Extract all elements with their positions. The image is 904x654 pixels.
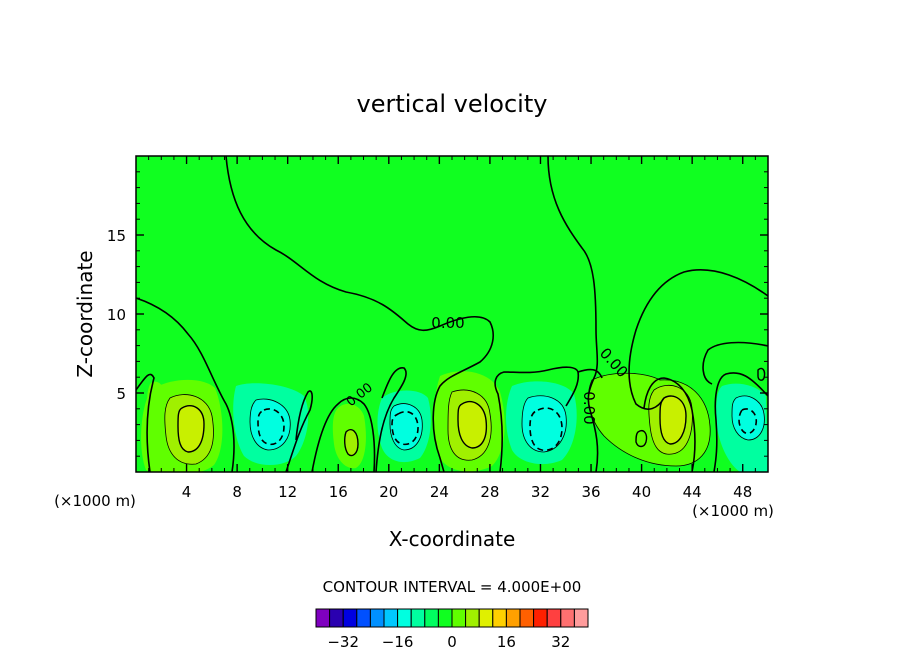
colorbar-swatch	[315, 608, 331, 628]
y-axis-ticks: 5 10 15	[107, 171, 768, 457]
chart-title: vertical velocity	[357, 90, 548, 118]
colorbar-swatch	[356, 608, 371, 628]
colorbar-swatch	[451, 608, 467, 628]
colorbar-tick-label: 32	[551, 633, 570, 651]
colorbar	[315, 608, 589, 628]
x-tick-label: 40	[632, 483, 651, 501]
colorbar-swatch	[478, 608, 494, 628]
colorbar-swatch	[546, 608, 562, 628]
colorbar-swatch	[573, 608, 589, 628]
colorbar-ticks: −32 −16 0 16 32	[327, 633, 570, 651]
x-axis-ticks: 4 8 12 16 20 24 28 32 36 40 44 48	[148, 156, 756, 501]
colorbar-tick-label: −32	[327, 633, 359, 651]
colorbar-swatch	[397, 608, 412, 628]
x-axis-label: X-coordinate	[389, 527, 516, 551]
y-tick-label: 5	[116, 385, 126, 403]
updraft-region	[344, 429, 358, 456]
colorbar-swatch	[342, 608, 358, 628]
y-axis-label: Z-coordinate	[73, 250, 97, 377]
y-tick-label: 15	[107, 227, 126, 245]
x-tick-label: 32	[531, 483, 550, 501]
colorbar-swatch	[533, 608, 548, 628]
x-unit-right: (×1000 m)	[692, 502, 774, 520]
colorbar-swatch	[369, 608, 385, 628]
colorbar-swatch	[437, 608, 453, 628]
colorbar-swatch	[329, 608, 344, 628]
x-unit-left: (×1000 m)	[54, 492, 136, 510]
weak-contours	[164, 372, 765, 467]
colorbar-swatch	[505, 608, 521, 628]
x-tick-label: 36	[581, 483, 600, 501]
updraft-core	[660, 396, 686, 444]
x-tick-label: 4	[182, 483, 192, 501]
negative-contours	[257, 407, 758, 452]
downdraft-region	[732, 395, 765, 440]
colorbar-swatch	[492, 608, 507, 628]
x-tick-label: 28	[480, 483, 499, 501]
x-tick-label: 20	[379, 483, 398, 501]
updraft-core	[178, 405, 204, 452]
x-tick-label: 44	[683, 483, 702, 501]
x-tick-label: 24	[430, 483, 449, 501]
colorbar-tick-label: 16	[497, 633, 516, 651]
colorbar-swatch	[410, 608, 426, 628]
colorbar-swatch	[383, 608, 399, 628]
contour-label: 0.00	[431, 314, 464, 332]
x-tick-label: 16	[329, 483, 348, 501]
y-tick-label: 10	[107, 306, 126, 324]
x-tick-label: 8	[232, 483, 242, 501]
colorbar-swatch	[465, 608, 480, 628]
x-tick-label: 48	[733, 483, 752, 501]
zero-contours	[136, 156, 768, 472]
colorbar-swatch	[519, 608, 535, 628]
positive-contours	[177, 367, 766, 457]
downdraft-region	[390, 403, 423, 450]
colorbar-tick-label: 0	[447, 633, 457, 651]
colorbar-tick-label: −16	[382, 633, 414, 651]
contour-field	[136, 156, 768, 472]
contour-label: 0.00	[580, 391, 598, 424]
colorbar-swatch	[424, 608, 439, 628]
colorbar-swatch	[560, 608, 575, 628]
x-tick-label: 12	[278, 483, 297, 501]
downdraft-region	[522, 395, 567, 452]
contour-interval: CONTOUR INTERVAL = 4.000E+00	[323, 578, 582, 596]
updraft-core	[458, 401, 487, 448]
